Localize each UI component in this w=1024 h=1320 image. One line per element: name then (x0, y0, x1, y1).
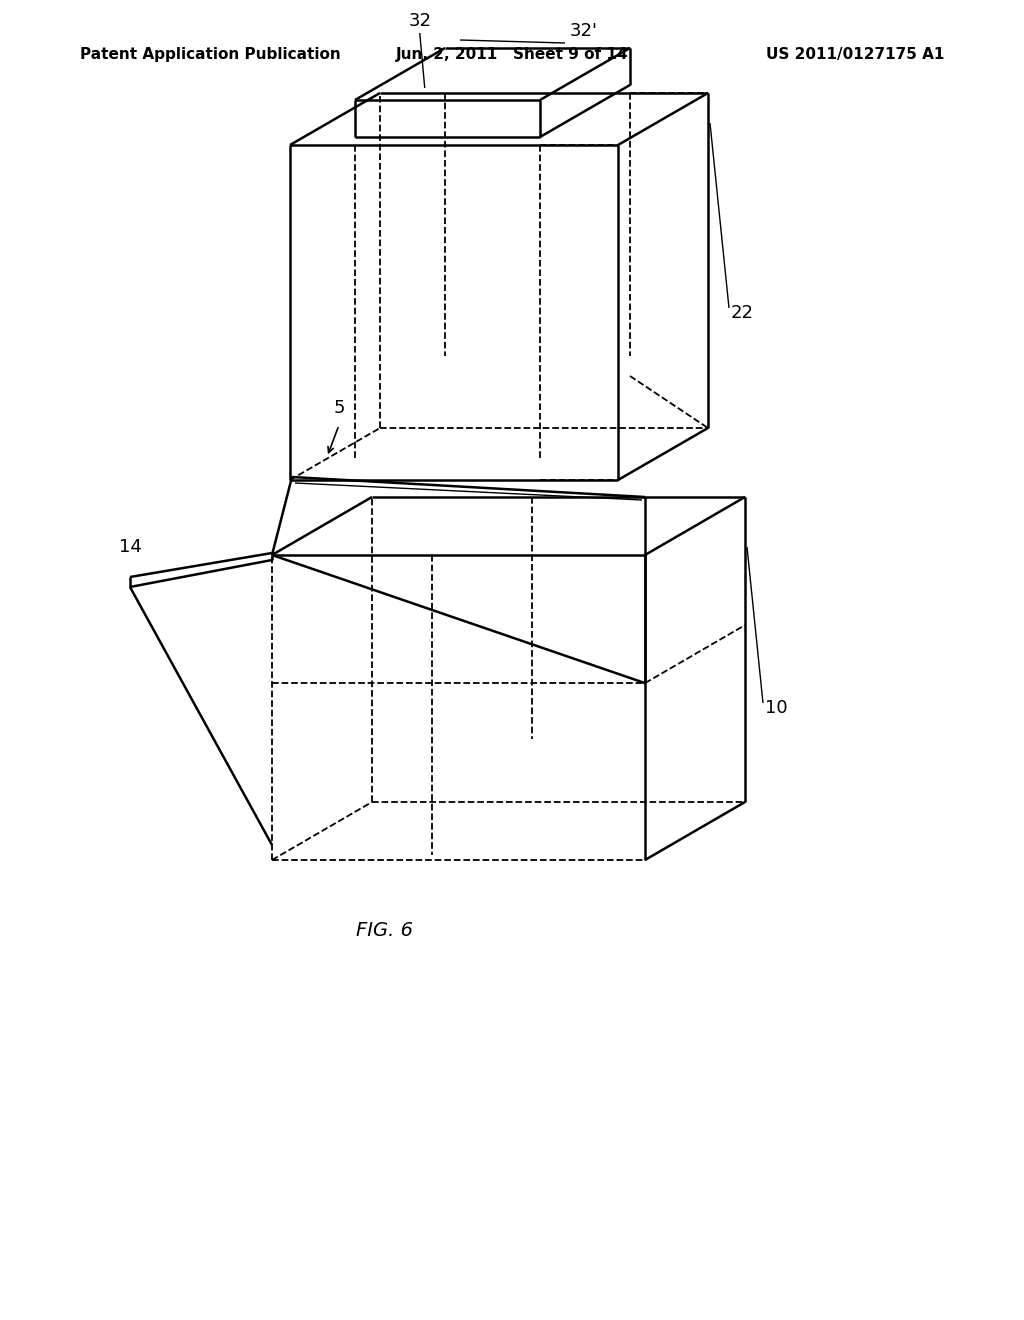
Text: 22: 22 (731, 304, 754, 322)
Text: Patent Application Publication: Patent Application Publication (80, 48, 341, 62)
Text: 5: 5 (333, 399, 345, 417)
Text: US 2011/0127175 A1: US 2011/0127175 A1 (766, 48, 944, 62)
Text: 32': 32' (570, 22, 598, 40)
Text: 14: 14 (119, 539, 142, 556)
Text: 32: 32 (409, 12, 431, 30)
Text: FIG. 6: FIG. 6 (356, 920, 414, 940)
Text: Jun. 2, 2011   Sheet 9 of 14: Jun. 2, 2011 Sheet 9 of 14 (395, 48, 629, 62)
Text: 10: 10 (765, 700, 787, 717)
